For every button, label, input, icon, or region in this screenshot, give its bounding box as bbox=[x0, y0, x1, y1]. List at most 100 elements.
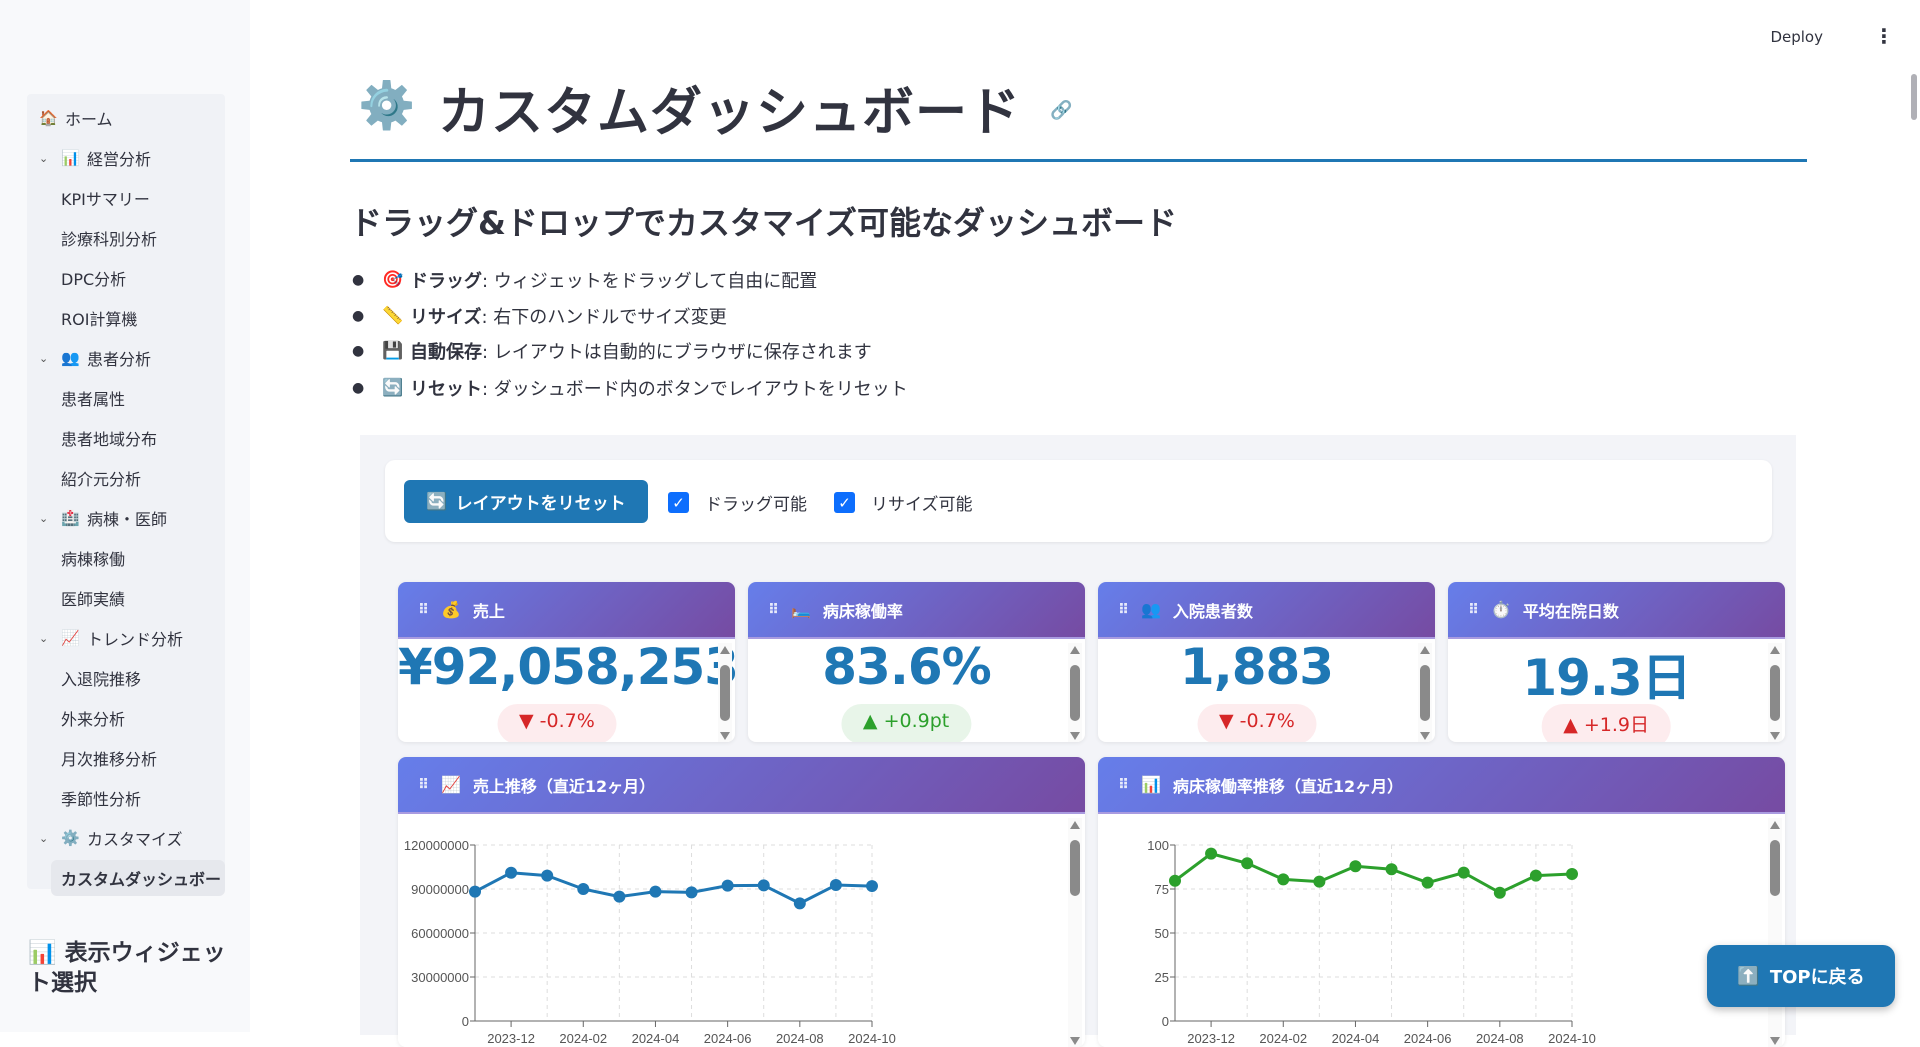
bar-chart-icon: 📊 bbox=[28, 940, 57, 966]
data-point[interactable] bbox=[1529, 869, 1542, 882]
sidebar-item-label: ホーム bbox=[65, 110, 113, 129]
sidebar-item[interactable]: 月次推移分析 bbox=[27, 740, 225, 776]
widget-scrollbar[interactable] bbox=[718, 643, 732, 742]
sidebar-item-label: 紹介元分析 bbox=[61, 470, 142, 489]
data-point[interactable] bbox=[541, 869, 554, 882]
data-point[interactable] bbox=[613, 890, 626, 903]
drag-handle-icon[interactable]: ⠿ bbox=[768, 601, 779, 618]
sidebar-item-label: トレンド分析 bbox=[87, 630, 184, 649]
chevron-down-icon[interactable]: ⌄ bbox=[39, 511, 49, 525]
drag-handle-icon[interactable]: ⠿ bbox=[418, 776, 429, 793]
deploy-button[interactable]: Deploy bbox=[1770, 28, 1823, 46]
chevron-down-icon[interactable]: ⌄ bbox=[39, 351, 49, 365]
drag-handle-icon[interactable]: ⠿ bbox=[1118, 776, 1129, 793]
sidebar-item[interactable]: 外来分析 bbox=[27, 700, 225, 736]
checkbox-checked-icon[interactable]: ✓ bbox=[668, 492, 689, 513]
kpi-value: ¥92,058,253 bbox=[398, 638, 735, 696]
sidebar-item[interactable]: 病棟稼働 bbox=[27, 540, 225, 576]
checkbox-checked-icon[interactable]: ✓ bbox=[834, 492, 855, 513]
widget-scrollbar[interactable] bbox=[1068, 818, 1082, 1047]
sidebar-item[interactable]: 診療科別分析 bbox=[27, 220, 225, 256]
widget-scrollbar[interactable] bbox=[1418, 643, 1432, 742]
data-point[interactable] bbox=[1313, 875, 1326, 888]
sidebar-item[interactable]: 🏠 ホーム bbox=[27, 100, 225, 136]
kpi-widget[interactable]: ⠿ 👥 入院患者数 1,883 ▼ -0.7% bbox=[1098, 582, 1435, 742]
widget-header[interactable]: ⠿ 👥 入院患者数 bbox=[1098, 582, 1435, 639]
sidebar-item[interactable]: ROI計算機 bbox=[27, 300, 225, 336]
sidebar-item[interactable]: 入退院推移 bbox=[27, 660, 225, 696]
widget-header[interactable]: ⠿ 💰 売上 bbox=[398, 582, 735, 639]
data-point[interactable] bbox=[866, 880, 878, 893]
chevron-down-icon[interactable]: ⌄ bbox=[39, 631, 49, 645]
kebab-menu-icon[interactable]: ⋮ bbox=[1874, 24, 1894, 48]
chart-widget[interactable]: ⠿ 📊 病床稼働率推移（直近12ヶ月） 0 25 50 75 100 2023-12 2024-0… bbox=[1098, 757, 1785, 1047]
data-point[interactable] bbox=[721, 879, 734, 892]
widget-header[interactable]: ⠿ 📈 売上推移（直近12ヶ月） bbox=[398, 757, 1085, 814]
widget-header[interactable]: ⠿ 🛏️ 病床稼働率 bbox=[748, 582, 1085, 639]
drag-handle-icon[interactable]: ⠿ bbox=[1468, 601, 1479, 618]
back-to-top-button[interactable]: ⬆️ TOPに戻る bbox=[1707, 945, 1895, 1007]
feature-bullet: ● 💾 自動保存: レイアウトは自動的にブラウザに保存されます bbox=[352, 341, 872, 363]
data-point[interactable] bbox=[1457, 866, 1470, 879]
feature-bullet: ● 🎯 ドラッグ: ウィジェットをドラッグして自由に配置 bbox=[352, 270, 818, 292]
data-point[interactable] bbox=[469, 885, 481, 898]
kpi-widget[interactable]: ⠿ 🛏️ 病床稼働率 83.6% ▲ +0.9pt bbox=[748, 582, 1085, 742]
y-tick-label: 25 bbox=[1155, 970, 1169, 985]
sidebar-item[interactable]: 季節性分析 bbox=[27, 780, 225, 816]
kpi-widget[interactable]: ⠿ 💰 売上 ¥92,058,253 ▼ -0.7% bbox=[398, 582, 735, 742]
data-point[interactable] bbox=[1205, 847, 1218, 860]
sidebar-item[interactable]: ⌄ 📈 トレンド分析 bbox=[27, 620, 225, 656]
sidebar-item-label: 病棟・医師 bbox=[87, 510, 168, 529]
data-point[interactable] bbox=[1277, 873, 1290, 886]
refresh-icon: 🔄 bbox=[426, 491, 448, 512]
sidebar-item-label: 病棟稼働 bbox=[61, 550, 126, 569]
data-point[interactable] bbox=[757, 879, 770, 892]
widget-header[interactable]: ⠿ ⏱️ 平均在院日数 bbox=[1448, 582, 1785, 639]
sidebar-item[interactable]: KPIサマリー bbox=[27, 180, 225, 216]
data-point[interactable] bbox=[649, 885, 662, 898]
data-point[interactable] bbox=[1169, 874, 1181, 887]
data-point[interactable] bbox=[1385, 863, 1398, 876]
feature-icon: 🔄 bbox=[382, 378, 404, 398]
data-point[interactable] bbox=[577, 883, 590, 895]
x-tick-label: 2023-12 bbox=[1187, 1031, 1235, 1046]
data-point[interactable] bbox=[1566, 868, 1578, 881]
bullet-dot: ● bbox=[352, 308, 365, 324]
chart-widget[interactable]: ⠿ 📈 売上推移（直近12ヶ月） 0 30000000 60000000 90000000 1… bbox=[398, 757, 1085, 1047]
data-point[interactable] bbox=[1493, 886, 1506, 899]
sidebar-item[interactable]: 患者属性 bbox=[27, 380, 225, 416]
widget-scrollbar[interactable] bbox=[1068, 643, 1082, 742]
widget-scrollbar[interactable] bbox=[1768, 643, 1782, 742]
data-point[interactable] bbox=[1241, 857, 1254, 870]
resize-enabled-checkbox[interactable]: ✓ リサイズ可能 bbox=[834, 490, 973, 515]
sidebar-item[interactable]: ⌄ 🏥 病棟・医師 bbox=[27, 500, 225, 536]
reset-layout-button[interactable]: 🔄 レイアウトをリセット bbox=[404, 480, 648, 523]
data-point[interactable] bbox=[1421, 876, 1434, 889]
data-point[interactable] bbox=[829, 879, 842, 892]
link-icon[interactable]: 🔗 bbox=[1050, 100, 1073, 121]
sidebar-item[interactable]: DPC分析 bbox=[27, 260, 225, 296]
drag-handle-icon[interactable]: ⠿ bbox=[418, 601, 429, 618]
sidebar-item[interactable]: 医師実績 bbox=[27, 580, 225, 616]
drag-handle-icon[interactable]: ⠿ bbox=[1118, 601, 1129, 618]
sidebar-item[interactable]: ⌄ ⚙️ カスタマイズ bbox=[27, 820, 225, 856]
chevron-down-icon[interactable]: ⌄ bbox=[39, 831, 49, 845]
drag-enabled-checkbox[interactable]: ✓ ドラッグ可能 bbox=[668, 490, 807, 515]
data-point[interactable] bbox=[685, 886, 698, 899]
kpi-widget[interactable]: ⠿ ⏱️ 平均在院日数 19.3日 ▲ +1.9日 bbox=[1448, 582, 1785, 742]
sidebar-item[interactable]: ⌄ 👥 患者分析 bbox=[27, 340, 225, 376]
sidebar-item[interactable]: 患者地域分布 bbox=[27, 420, 225, 456]
widget-header[interactable]: ⠿ 📊 病床稼働率推移（直近12ヶ月） bbox=[1098, 757, 1785, 814]
data-point[interactable] bbox=[793, 897, 806, 910]
y-tick-label: 90000000 bbox=[411, 882, 469, 897]
sidebar-item[interactable]: 紹介元分析 bbox=[27, 460, 225, 496]
page-scrollbar[interactable] bbox=[1911, 74, 1917, 120]
nav-icon: ⚙️ bbox=[61, 829, 80, 847]
sidebar-item[interactable]: ⌄ 📊 経営分析 bbox=[27, 140, 225, 176]
data-point[interactable] bbox=[1349, 860, 1362, 873]
sidebar-item[interactable]: カスタムダッシュボード bbox=[51, 860, 225, 896]
chevron-down-icon[interactable]: ⌄ bbox=[39, 151, 49, 165]
widget-scrollbar[interactable] bbox=[1768, 818, 1782, 1047]
y-tick-label: 50 bbox=[1155, 926, 1169, 941]
data-point[interactable] bbox=[505, 866, 518, 879]
